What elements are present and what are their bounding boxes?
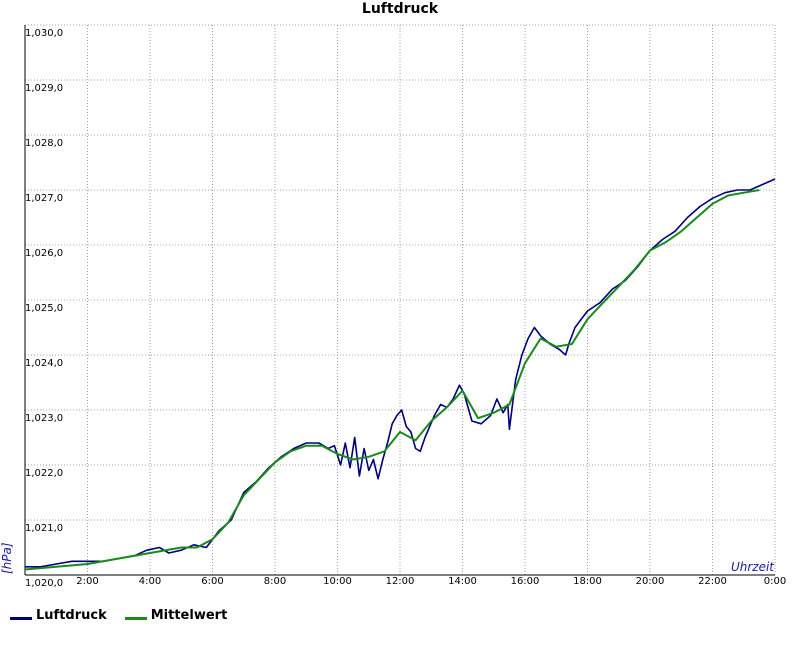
x-tick-label: 4:00 bbox=[139, 576, 161, 587]
x-tick-label: 0:00 bbox=[764, 576, 786, 587]
x-tick-label: 14:00 bbox=[448, 576, 477, 587]
x-tick-label: 2:00 bbox=[76, 576, 98, 587]
legend-item-luftdruck: Luftdruck bbox=[10, 608, 107, 623]
y-tick-label: 1,028,0 bbox=[25, 138, 63, 149]
legend-label-mittelwert: Mittelwert bbox=[150, 608, 228, 623]
x-axis-ticks: 2:00 4:00 6:00 8:00 10:00 12:00 14:00 16:00 18:0… bbox=[76, 576, 786, 587]
y-tick-label: 1,020,0 bbox=[25, 578, 63, 589]
x-tick-label: 10:00 bbox=[323, 576, 352, 587]
y-tick-label: 1,030,0 bbox=[25, 28, 63, 39]
luftdruck-chart: Luftdruck 1,020,01,021,01,022,01,023,01,… bbox=[0, 1, 786, 589]
chart-title: Luftdruck bbox=[362, 1, 439, 17]
grid-lines bbox=[25, 24, 776, 575]
y-tick-label: 1,021,0 bbox=[25, 523, 63, 534]
x-tick-label: 18:00 bbox=[573, 576, 602, 587]
y-tick-label: 1,029,0 bbox=[25, 83, 63, 94]
legend-swatch-mittelwert bbox=[124, 617, 147, 620]
x-tick-label: 12:00 bbox=[386, 576, 415, 587]
chart-legend: Luftdruck Mittelwert bbox=[10, 608, 227, 623]
x-axis-label: Uhrzeit bbox=[731, 560, 775, 574]
x-tick-label: 6:00 bbox=[201, 576, 223, 587]
y-tick-label: 1,025,0 bbox=[25, 303, 63, 314]
y-tick-label: 1,022,0 bbox=[25, 468, 63, 479]
series-lines bbox=[24, 178, 776, 571]
x-tick-label: 8:00 bbox=[264, 576, 286, 587]
series-line-mittelwert bbox=[24, 189, 760, 571]
y-axis-ticks: 1,020,0 1,021,0 1,022,0 1,023,0 1,024,0 1,025… bbox=[25, 28, 63, 589]
y-tick-label: 1,023,0 bbox=[25, 413, 63, 424]
x-tick-label: 22:00 bbox=[698, 576, 727, 587]
x-tick-label: 16:00 bbox=[511, 576, 540, 587]
legend-label-luftdruck: Luftdruck bbox=[36, 608, 107, 623]
y-tick-label: 1,026,0 bbox=[25, 248, 63, 259]
legend-item-mittelwert: Mittelwert bbox=[124, 608, 228, 623]
y-tick-label: 1,027,0 bbox=[25, 193, 63, 204]
x-tick-label: 20:00 bbox=[636, 576, 665, 587]
y-axis-label: [hPa] bbox=[0, 542, 14, 574]
legend-swatch-luftdruck bbox=[10, 617, 32, 620]
y-tick-label: 1,024,0 bbox=[25, 358, 63, 369]
